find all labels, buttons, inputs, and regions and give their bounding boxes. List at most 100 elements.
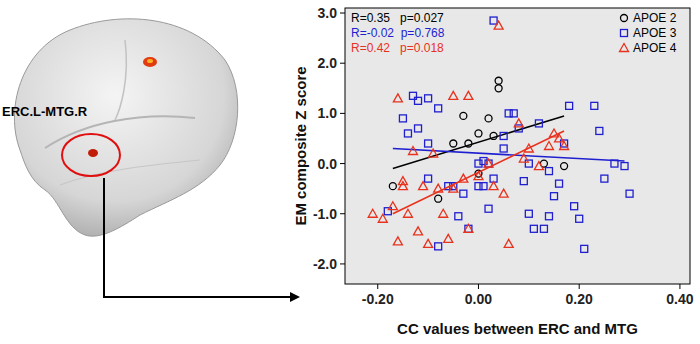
x-tick-label: 0.00 <box>465 291 492 307</box>
region-label: ERC.L-MTG.R <box>2 104 88 119</box>
point <box>429 149 438 157</box>
point <box>551 193 558 200</box>
brain-cluster <box>143 57 157 67</box>
fit-line <box>393 131 564 214</box>
point <box>393 94 402 102</box>
x-tick <box>377 284 378 289</box>
x-axis-label: CC values between ERC and MTG <box>397 320 638 337</box>
point <box>545 168 552 175</box>
point <box>419 182 428 190</box>
point <box>425 175 432 182</box>
y-tick-label: 0.0 <box>318 156 338 172</box>
point <box>545 213 552 220</box>
point <box>525 160 532 167</box>
point <box>515 125 522 132</box>
point <box>475 160 482 167</box>
point <box>444 234 453 242</box>
point <box>398 182 407 190</box>
legend-marker <box>620 44 629 52</box>
plot-background <box>345 8 690 284</box>
point <box>499 189 508 197</box>
y-tick-label: 1.0 <box>318 105 338 121</box>
point <box>505 110 512 117</box>
point <box>435 195 442 202</box>
point <box>403 209 412 217</box>
y-tick <box>340 263 345 264</box>
point <box>571 203 578 210</box>
point <box>409 92 416 99</box>
annotation: R=0.42 p=0.018 <box>351 41 444 55</box>
point <box>596 127 603 134</box>
point <box>439 209 448 217</box>
point <box>408 147 417 155</box>
point <box>455 213 462 220</box>
point <box>475 130 482 137</box>
brain-sulcus <box>60 160 200 185</box>
y-tick <box>340 13 345 14</box>
point <box>490 17 497 24</box>
y-tick-label: 2.0 <box>318 55 338 71</box>
point <box>415 125 422 132</box>
point <box>393 237 402 245</box>
point <box>576 215 583 222</box>
point <box>495 85 502 92</box>
point <box>581 245 588 252</box>
legend-label: APOE 3 <box>633 26 677 40</box>
point <box>415 97 422 104</box>
point <box>480 183 487 190</box>
point <box>464 224 473 232</box>
point <box>485 205 492 212</box>
x-tick-label: -0.20 <box>362 291 394 307</box>
y-tick-label: -1.0 <box>313 206 337 222</box>
x-tick-label: 0.40 <box>666 291 693 307</box>
x-tick <box>478 284 479 289</box>
point <box>494 21 503 29</box>
point <box>388 202 397 210</box>
legend-marker <box>621 15 628 22</box>
point <box>460 190 467 197</box>
point <box>530 225 537 232</box>
point <box>465 225 472 232</box>
x-tick <box>679 284 680 289</box>
arrow <box>104 178 292 297</box>
point <box>424 239 433 247</box>
point <box>500 145 507 152</box>
y-axis-label: EM composite Z score <box>292 66 309 225</box>
point <box>556 180 563 187</box>
point <box>544 142 553 150</box>
point <box>449 91 458 99</box>
point <box>475 183 482 190</box>
point <box>485 115 492 122</box>
fit-line <box>393 149 625 162</box>
y-tick-label: 3.0 <box>318 5 338 21</box>
brain-cluster <box>147 59 153 63</box>
arrow-head <box>290 292 300 302</box>
y-tick <box>340 113 345 114</box>
legend-label: APOE 2 <box>633 11 677 25</box>
point <box>514 119 523 127</box>
point <box>378 214 387 222</box>
point <box>561 163 568 170</box>
point <box>399 115 406 122</box>
y-tick <box>340 63 345 64</box>
point <box>534 162 543 170</box>
point <box>389 183 396 190</box>
point <box>368 209 377 217</box>
point <box>560 142 569 150</box>
y-tick <box>340 213 345 214</box>
point <box>591 102 598 109</box>
point <box>520 178 527 185</box>
point <box>425 95 432 102</box>
point <box>495 77 502 84</box>
point <box>425 140 432 147</box>
brain-cluster <box>88 149 98 157</box>
roi-circle <box>62 134 120 176</box>
point <box>601 175 608 182</box>
point <box>500 132 507 139</box>
point <box>525 210 532 217</box>
legend-marker <box>621 30 628 37</box>
point <box>404 130 411 137</box>
point <box>384 208 391 215</box>
point <box>489 182 498 190</box>
point <box>435 105 442 112</box>
